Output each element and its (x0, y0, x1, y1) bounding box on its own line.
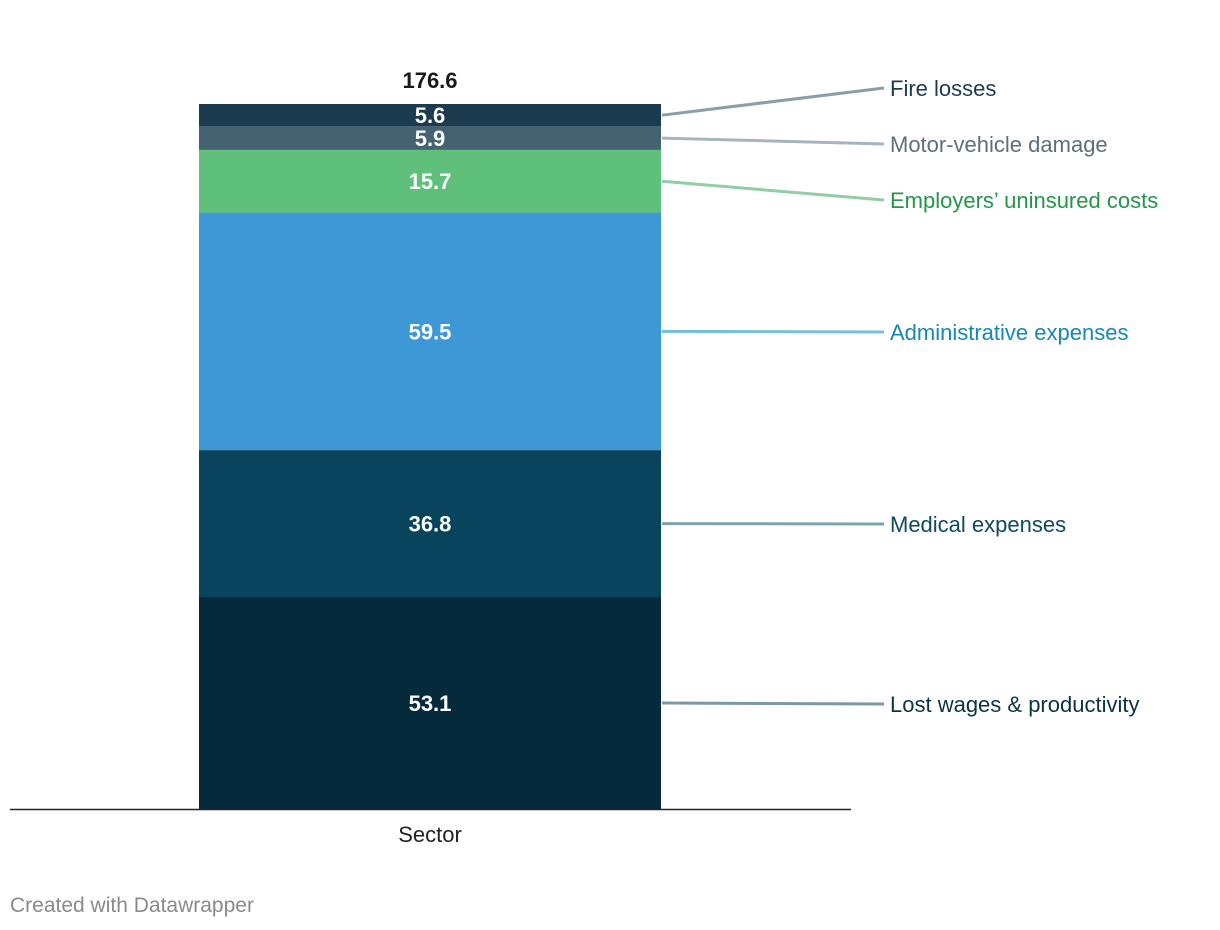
legend-label-medical-expenses: Medical expenses (890, 512, 1066, 537)
legend-label-administrative-expenses: Administrative expenses (890, 320, 1128, 345)
segment-value-lost-wages-productivity: 53.1 (409, 691, 452, 716)
bar-segment-motor-vehicle-damage (199, 126, 661, 150)
bar-segment-fire-losses (199, 104, 661, 127)
legend-label-motor-vehicle-damage: Motor-vehicle damage (890, 132, 1108, 157)
leader-line-employers-uninsured-costs (661, 179, 885, 202)
legend-label-fire-losses: Fire losses (890, 76, 996, 101)
total-value-label: 176.6 (402, 68, 457, 93)
segment-value-employers-uninsured-costs: 15.7 (409, 169, 452, 194)
x-axis-tick-label: Sector (398, 822, 462, 847)
legend-labels: Lost wages & productivity Medical expense… (890, 76, 1158, 717)
bar-segment-lost-wages-productivity (199, 597, 661, 809)
leader-line-motor-vehicle-damage (661, 136, 885, 146)
legend-label-employers-uninsured-costs: Employers’ uninsured costs (890, 188, 1158, 213)
footer-credit: Created with Datawrapper (10, 894, 254, 917)
legend-label-lost-wages-productivity: Lost wages & productivity (890, 692, 1139, 717)
segment-value-labels: 53.1 36.8 59.5 15.7 5.95.6 (409, 103, 452, 716)
segment-value-medical-expenses: 36.8 (409, 512, 452, 537)
stacked-bar-chart: 53.1 36.8 59.5 15.7 5.95.6 Lost wages & prod… (10, 68, 1158, 847)
segment-value-administrative-expenses: 59.5 (409, 319, 452, 344)
bar-segment-employers-uninsured-costs (199, 149, 661, 213)
segment-value-fire-losses: 5.6 (415, 103, 446, 128)
bar-segment-administrative-expenses (199, 212, 661, 451)
leader-line-lost-wages-productivity (661, 701, 885, 706)
leader-line-fire-losses (661, 86, 885, 117)
segment-value-motor-vehicle-damage: 5.9 (415, 126, 446, 151)
leader-line-administrative-expenses (661, 329, 885, 334)
bar-segments (199, 104, 661, 809)
bar-segment-medical-expenses (199, 450, 661, 598)
legend-leader-lines (661, 86, 885, 706)
